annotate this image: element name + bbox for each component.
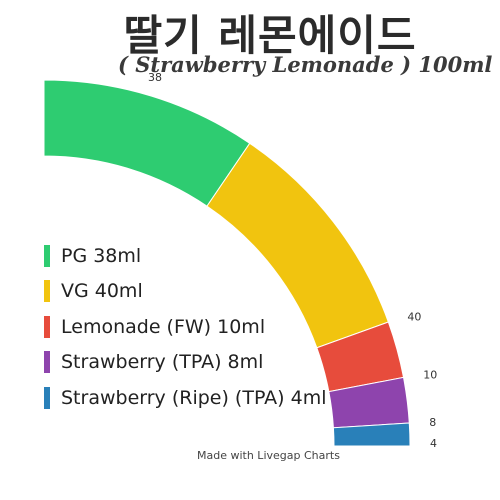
value-label-3: 10 — [423, 368, 437, 381]
legend-swatch — [44, 315, 50, 338]
value-label-2: 40 — [407, 311, 421, 324]
value-label-5: 4 — [430, 437, 437, 450]
legend-item[interactable]: VG 40ml — [44, 274, 327, 310]
legend-label: Strawberry (TPA) 8ml — [61, 351, 264, 374]
value-label-1: 38 — [148, 71, 162, 84]
legend-item[interactable]: Lemonade (FW) 10ml — [44, 309, 327, 345]
slice-1[interactable] — [43, 79, 251, 207]
legend-item[interactable]: PG 38ml — [44, 238, 327, 274]
chart-credit: Made with Livegap Charts — [197, 449, 340, 462]
legend-swatch — [44, 244, 50, 267]
legend-label: Strawberry (Ripe) (TPA) 4ml — [61, 386, 327, 409]
legend-item[interactable]: Strawberry (TPA) 8ml — [44, 345, 327, 381]
legend-label: VG 40ml — [61, 280, 143, 303]
legend-item[interactable]: Strawberry (Ripe) (TPA) 4ml — [44, 380, 327, 416]
legend-swatch — [44, 386, 50, 409]
legend-swatch — [44, 351, 50, 374]
chart-legend: PG 38ml VG 40ml Lemonade (FW) 10ml Straw… — [44, 238, 327, 416]
legend-swatch — [44, 280, 50, 303]
legend-label: PG 38ml — [61, 244, 142, 267]
chart-title: 딸기 레몬에이드 — [123, 11, 417, 60]
legend-label: Lemonade (FW) 10ml — [61, 315, 266, 338]
slice-5[interactable] — [332, 422, 411, 447]
chart-subtitle: ( Strawberry Lemonade ) 100ml — [118, 52, 493, 77]
value-label-4: 8 — [429, 416, 436, 429]
